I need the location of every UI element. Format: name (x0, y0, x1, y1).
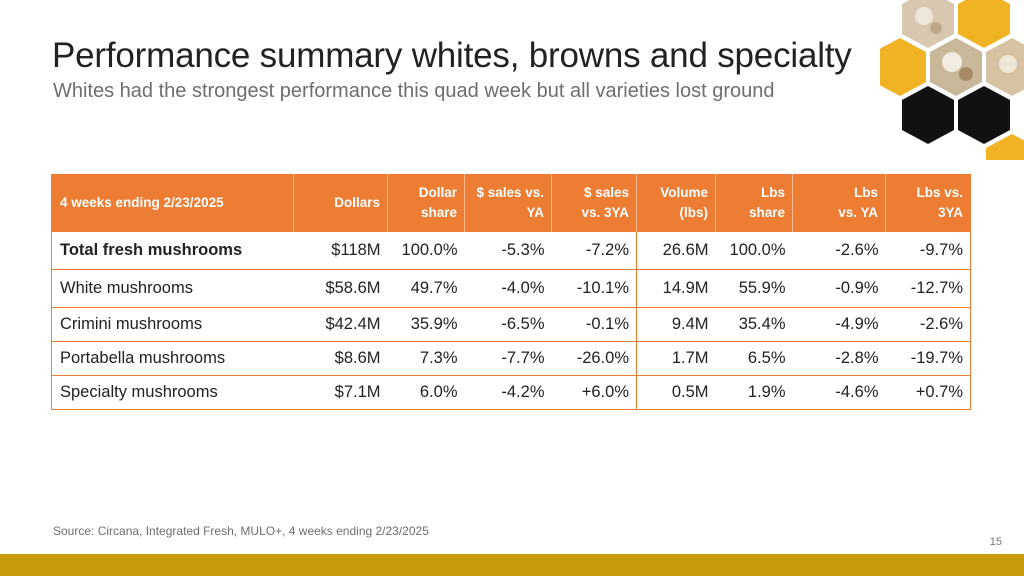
cell-sales-vs-ya: -6.5% (464, 307, 552, 342)
cell-dollars: $58.6M (293, 269, 388, 308)
cell-volume: 14.9M (636, 269, 716, 308)
cell-volume: 1.7M (636, 341, 716, 376)
cell-sales-vs-ya: -4.0% (464, 269, 552, 308)
table-header-row: 4 weeks ending 2/23/2025 Dollars Dollar s… (51, 174, 971, 232)
table-row: White mushrooms $58.6M 49.7% -4.0% -10.1… (51, 269, 971, 308)
cell-lbs-share: 55.9% (715, 269, 793, 308)
mushroom-hexagon-collage-icon (880, 0, 1024, 160)
cell-dollars: $8.6M (293, 341, 388, 376)
row-label: Portabella mushrooms (51, 341, 294, 376)
page-subtitle: Whites had the strongest performance thi… (53, 80, 775, 102)
cell-lbs-share: 6.5% (715, 341, 793, 376)
table-row: Crimini mushrooms $42.4M 35.9% -6.5% -0.… (51, 307, 971, 342)
header-dollar-share: Dollar share (387, 174, 465, 232)
cell-dollars: $118M (293, 232, 388, 270)
performance-table: 4 weeks ending 2/23/2025 Dollars Dollar s… (51, 174, 971, 410)
cell-volume: 9.4M (636, 307, 716, 342)
cell-lbs-vs-ya: -0.9% (792, 269, 886, 308)
footer-bar (0, 554, 1024, 576)
cell-lbs-share: 35.4% (715, 307, 793, 342)
header-sales-vs-ya: $ sales vs. YA (464, 174, 552, 232)
page-number: 15 (989, 536, 1002, 548)
cell-sales-vs-ya: -5.3% (464, 232, 552, 270)
cell-lbs-share: 1.9% (715, 375, 793, 410)
cell-dollar-share: 49.7% (387, 269, 465, 308)
cell-dollar-share: 100.0% (387, 232, 465, 270)
cell-lbs-vs-ya: -4.6% (792, 375, 886, 410)
cell-lbs-vs-ya: -4.9% (792, 307, 886, 342)
row-label: Crimini mushrooms (51, 307, 294, 342)
header-dollars: Dollars (293, 174, 388, 232)
header-period: 4 weeks ending 2/23/2025 (51, 174, 294, 232)
cell-dollars: $42.4M (293, 307, 388, 342)
cell-dollar-share: 35.9% (387, 307, 465, 342)
table-row: Specialty mushrooms $7.1M 6.0% -4.2% +6.… (51, 375, 971, 410)
row-label: Specialty mushrooms (51, 375, 294, 410)
cell-sales-vs-ya: -4.2% (464, 375, 552, 410)
header-lbs-vs-ya: Lbs vs. YA (792, 174, 886, 232)
header-volume: Volume (lbs) (636, 174, 716, 232)
header-lbs-vs-3ya: Lbs vs. 3YA (885, 174, 971, 232)
source-note: Source: Circana, Integrated Fresh, MULO+… (53, 524, 429, 538)
cell-lbs-vs-3ya: -12.7% (885, 269, 971, 308)
cell-lbs-vs-3ya: -19.7% (885, 341, 971, 376)
cell-sales-vs-ya: -7.7% (464, 341, 552, 376)
cell-lbs-vs-3ya: -9.7% (885, 232, 971, 270)
cell-sales-vs-3ya: -26.0% (551, 341, 637, 376)
cell-lbs-share: 100.0% (715, 232, 793, 270)
header-sales-vs-3ya: $ sales vs. 3YA (551, 174, 637, 232)
cell-volume: 26.6M (636, 232, 716, 270)
cell-sales-vs-3ya: -10.1% (551, 269, 637, 308)
table-row: Portabella mushrooms $8.6M 7.3% -7.7% -2… (51, 341, 971, 376)
table-row-total: Total fresh mushrooms $118M 100.0% -5.3%… (51, 232, 971, 270)
cell-sales-vs-3ya: -7.2% (551, 232, 637, 270)
cell-sales-vs-3ya: +6.0% (551, 375, 637, 410)
cell-dollars: $7.1M (293, 375, 388, 410)
row-label: White mushrooms (51, 269, 294, 308)
cell-dollar-share: 7.3% (387, 341, 465, 376)
cell-lbs-vs-ya: -2.6% (792, 232, 886, 270)
cell-lbs-vs-3ya: -2.6% (885, 307, 971, 342)
cell-volume: 0.5M (636, 375, 716, 410)
cell-sales-vs-3ya: -0.1% (551, 307, 637, 342)
cell-dollar-share: 6.0% (387, 375, 465, 410)
header-lbs-share: Lbs share (715, 174, 793, 232)
row-label: Total fresh mushrooms (51, 232, 294, 270)
page-title: Performance summary whites, browns and s… (52, 36, 852, 75)
cell-lbs-vs-ya: -2.8% (792, 341, 886, 376)
cell-lbs-vs-3ya: +0.7% (885, 375, 971, 410)
